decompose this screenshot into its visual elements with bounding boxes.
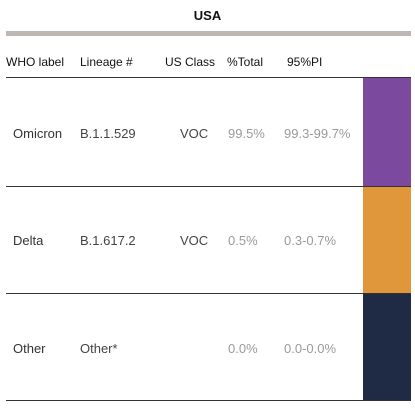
pct-total-cell: 99.5%: [228, 126, 265, 141]
us-class-cell: VOC: [180, 233, 209, 248]
pi-cell: 0.0-0.0%: [284, 341, 337, 356]
title-divider: [6, 31, 411, 36]
lineage-cell: B.1.1.529: [80, 126, 136, 141]
who-label-cell: Omicron: [13, 126, 63, 141]
color-swatch: [363, 294, 411, 400]
header-95pi: 95%PI: [287, 55, 323, 69]
color-swatch: [363, 187, 411, 293]
pct-total-cell: 0.0%: [228, 341, 258, 356]
header-divider: [6, 77, 411, 78]
lineage-cell: B.1.617.2: [80, 233, 136, 248]
who-label-cell: Delta: [13, 233, 44, 248]
pi-cell: 0.3-0.7%: [284, 233, 337, 248]
header-us-class: US Class: [165, 55, 216, 69]
color-swatch: [363, 78, 411, 186]
who-label-cell: Other: [13, 341, 46, 356]
lineage-cell: Other*: [80, 341, 118, 356]
row-divider: [6, 186, 411, 187]
header-pct-total: %Total: [227, 55, 264, 69]
row-divider: [6, 293, 411, 294]
header-who-label: WHO label: [6, 55, 65, 69]
header-lineage: Lineage #: [80, 55, 133, 69]
us-class-cell: VOC: [180, 126, 209, 141]
table-title: USA: [193, 8, 222, 23]
pi-cell: 99.3-99.7%: [284, 126, 351, 141]
pct-total-cell: 0.5%: [228, 233, 258, 248]
row-divider: [6, 400, 411, 401]
